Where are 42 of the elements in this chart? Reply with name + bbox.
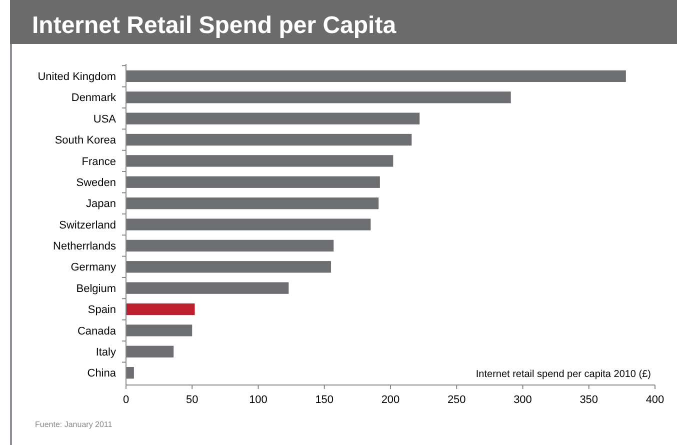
y-tick-label: China bbox=[87, 368, 117, 380]
y-tick-label: Netherrlands bbox=[53, 240, 116, 253]
bar bbox=[126, 92, 511, 104]
bar bbox=[126, 218, 371, 230]
x-tick-label: 350 bbox=[580, 394, 598, 406]
source-note: Fuente: January 2011 bbox=[35, 420, 113, 429]
y-tick-label: Switzerland bbox=[59, 219, 116, 232]
x-tick-label: 200 bbox=[381, 394, 400, 406]
bar bbox=[126, 112, 420, 124]
y-tick-label: Canada bbox=[77, 325, 117, 338]
bar bbox=[126, 261, 331, 273]
bar bbox=[126, 282, 289, 294]
bar bbox=[126, 240, 334, 252]
x-tick-label: 150 bbox=[315, 394, 334, 406]
bar bbox=[126, 324, 192, 336]
y-tick-label: Italy bbox=[96, 346, 116, 358]
bar bbox=[126, 176, 380, 188]
bar bbox=[126, 303, 195, 316]
bar bbox=[126, 346, 174, 358]
y-tick-label: Belgium bbox=[76, 282, 116, 295]
x-tick-label: 250 bbox=[447, 394, 466, 406]
y-tick-label: Germany bbox=[70, 262, 116, 274]
bar bbox=[126, 366, 134, 379]
y-tick-label: Spain bbox=[88, 304, 116, 316]
x-axis-title: Internet retail spend per capita 2010 (£) bbox=[476, 369, 651, 380]
y-tick-label: USA bbox=[93, 113, 117, 126]
y-tick-label: South Korea bbox=[54, 134, 117, 147]
bar bbox=[126, 155, 394, 167]
bar bbox=[126, 197, 379, 210]
y-tick-label: Sweden bbox=[76, 176, 116, 189]
x-tick-label: 400 bbox=[646, 394, 664, 406]
bar bbox=[126, 70, 626, 82]
y-tick-label: Denmark bbox=[71, 92, 116, 104]
x-tick-label: 0 bbox=[122, 394, 130, 406]
y-tick-label: Japan bbox=[86, 198, 116, 210]
y-tick-label: United Kingdom bbox=[38, 71, 116, 84]
chart-title: Internet Retail Spend per Capita bbox=[32, 12, 397, 39]
x-tick-label: 300 bbox=[514, 394, 532, 406]
x-tick-label: 50 bbox=[186, 394, 198, 406]
y-tick-label: France bbox=[82, 156, 116, 168]
x-tick-label: 100 bbox=[249, 394, 268, 406]
bar bbox=[126, 134, 412, 146]
